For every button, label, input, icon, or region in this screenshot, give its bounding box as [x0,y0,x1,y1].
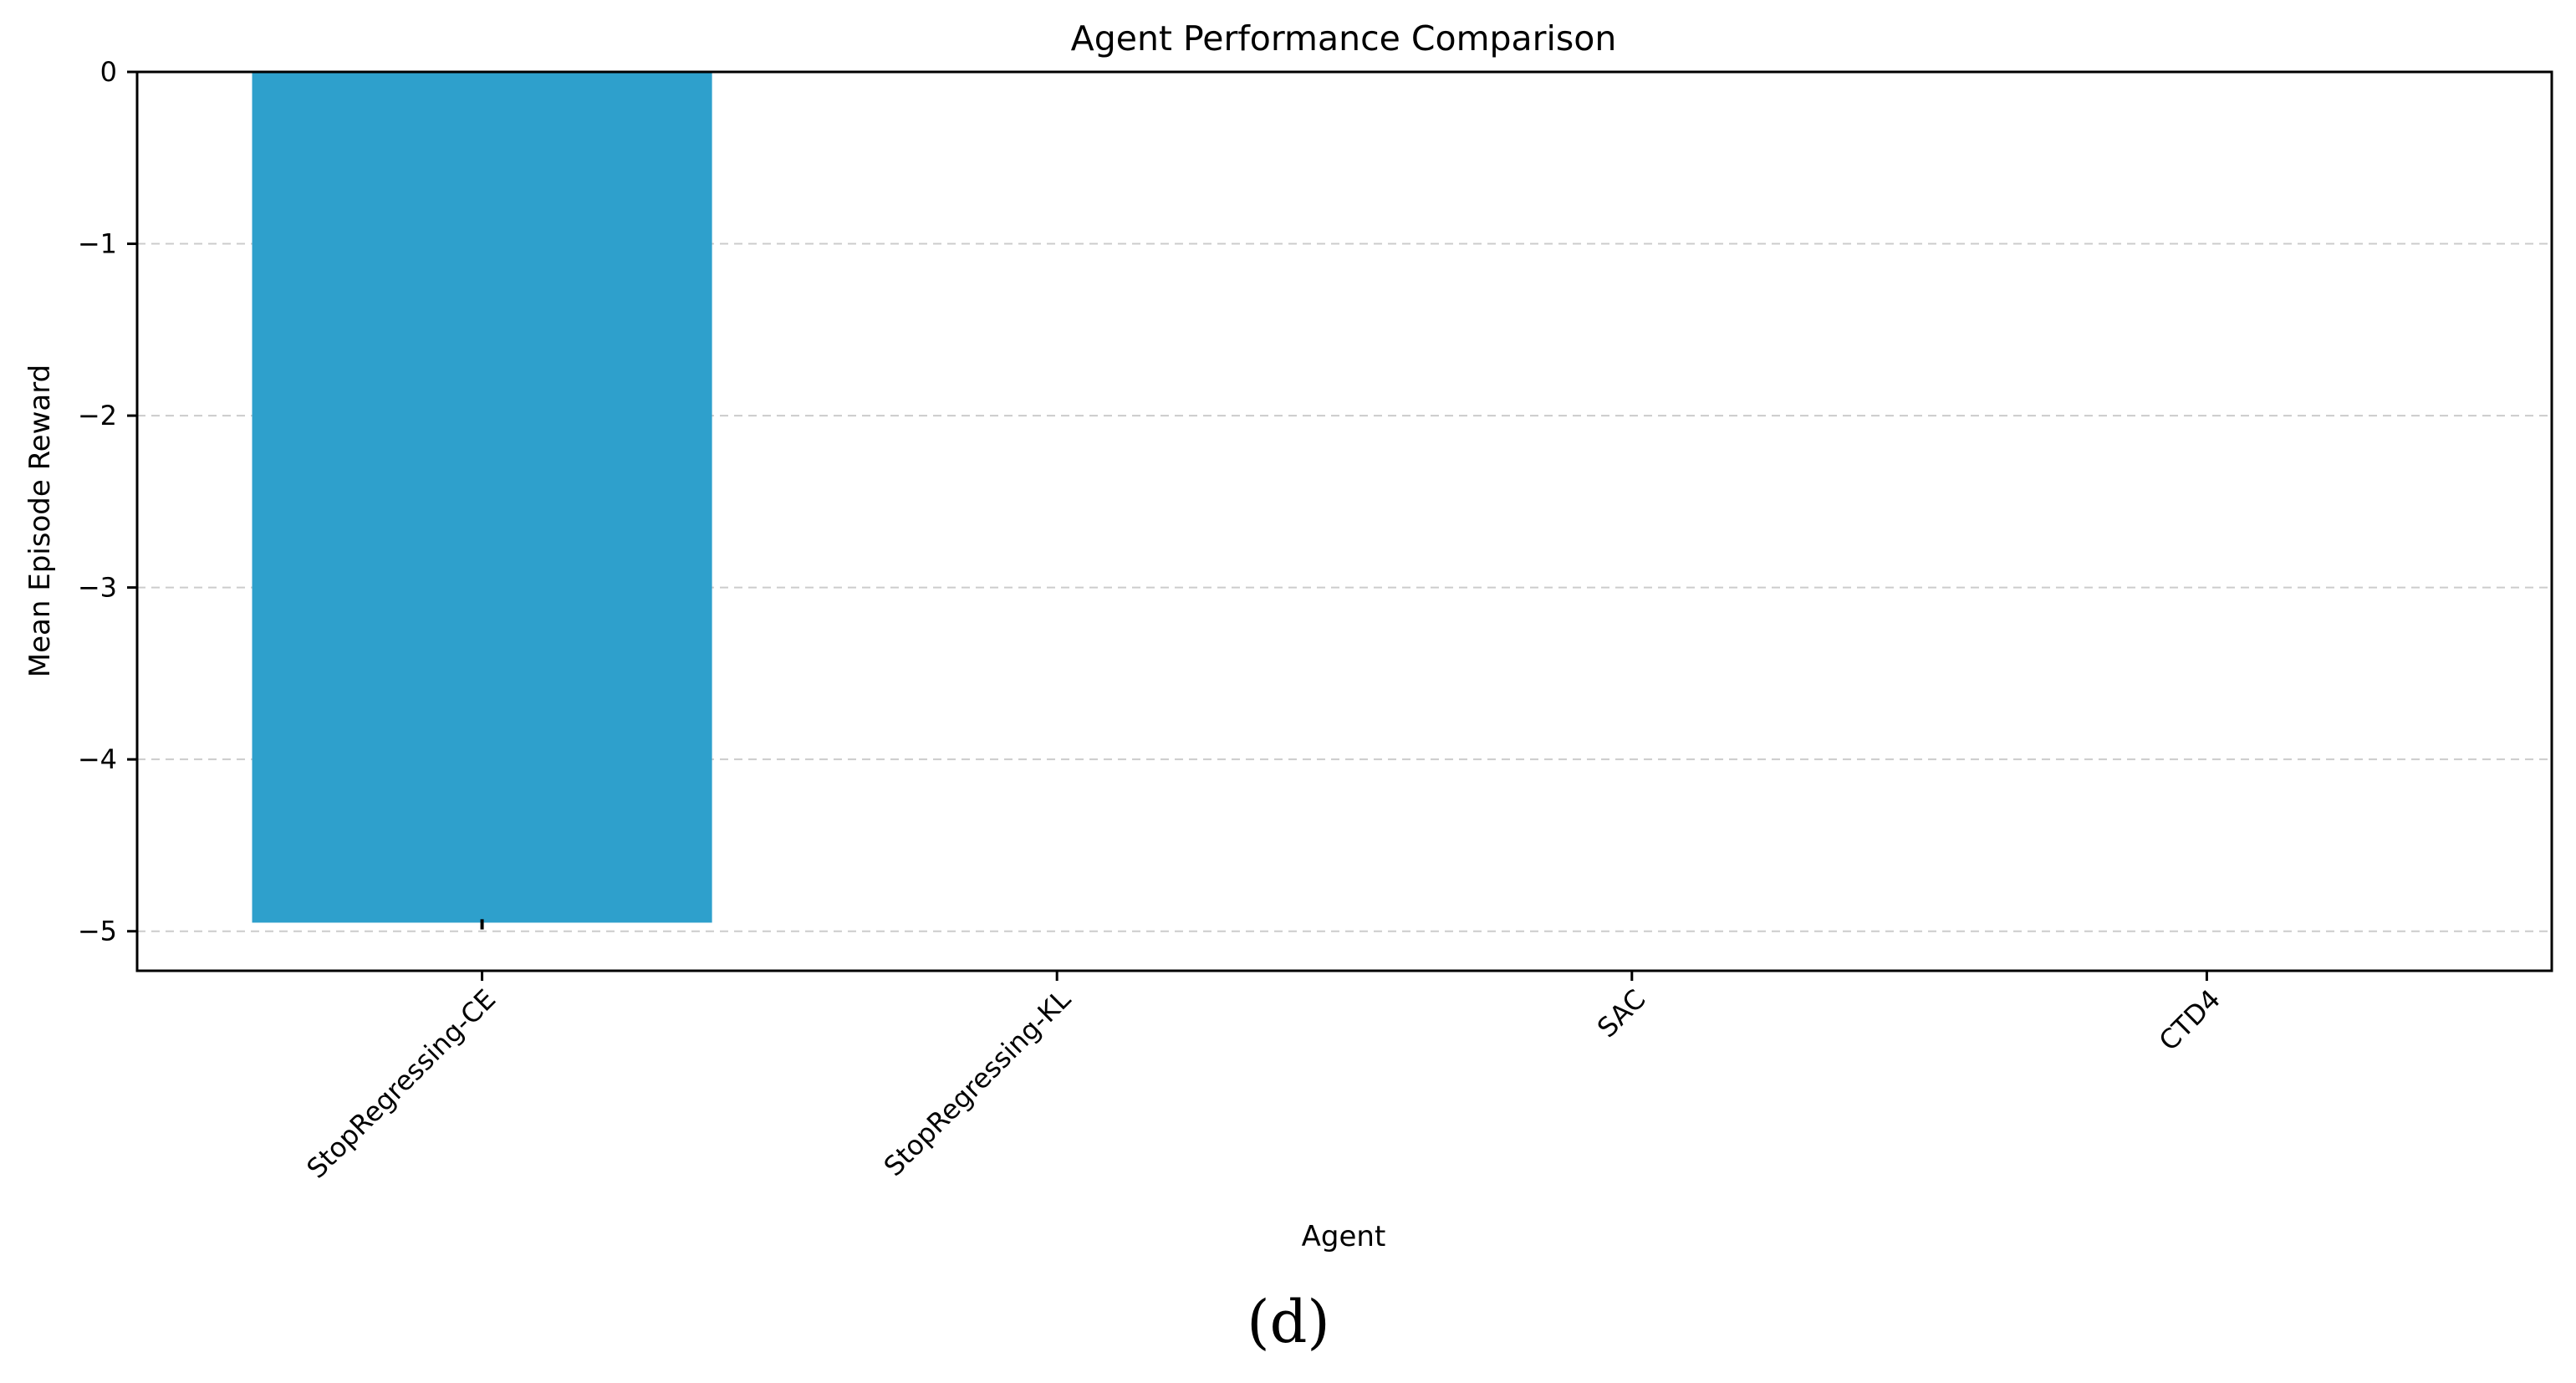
plot-frame [135,70,2553,972]
y-tick-label: −5 [78,916,117,947]
x-tick-label: StopRegressing-CE [300,983,502,1185]
bar [252,72,712,923]
x-ticks: StopRegressing-CE StopRegressing-KL SAC CTD… [300,971,2227,1185]
chart-title: Agent Performance Comparison [1071,18,1617,59]
y-tick-label: −2 [78,400,117,431]
x-tick-label: SAC [1591,983,1652,1044]
x-axis-label: Agent [1302,1220,1386,1253]
x-tick-label: CTD4 [2153,983,2227,1057]
y-tick-label: 0 [100,56,117,88]
y-ticks: 0 −1 −2 −3 −4 −5 [78,56,137,947]
y-tick-label: −4 [78,743,117,775]
panel-label: (d) [1247,1288,1329,1356]
y-axis-label: Mean Episode Reward [23,365,57,677]
bars [252,72,712,930]
y-tick-label: −1 [78,228,117,260]
y-tick-label: −3 [78,572,117,604]
x-tick-label: StopRegressing-KL [878,983,1077,1182]
